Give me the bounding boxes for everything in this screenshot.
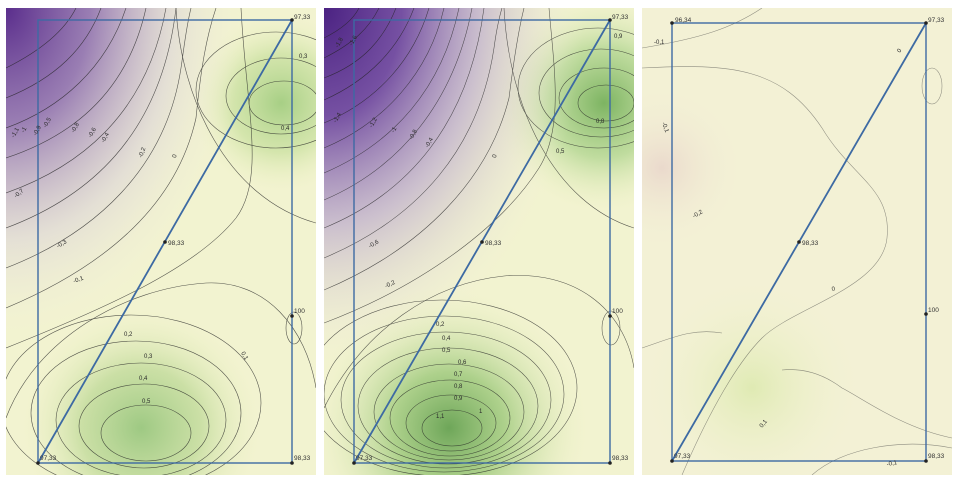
point-label-bottom-left: 97,33 — [674, 453, 691, 460]
point-label-bottom-right: 98,33 — [928, 453, 945, 460]
contour-label: 0,5 — [556, 149, 565, 155]
survey-points-3: 96,34 97,33 98,33 100 97,33 98,33 — [670, 17, 945, 463]
contour-label: 0,9 — [454, 396, 463, 402]
contour-label: -0,6 — [88, 126, 99, 139]
contour-label: 0,6 — [458, 360, 467, 366]
contour-label: -0,4 — [101, 131, 112, 144]
point-label-right-mid: 100 — [928, 307, 939, 314]
point-label-top-right: 97,33 — [294, 14, 311, 21]
point-label-top-right: 97,33 — [928, 17, 945, 24]
contour-label: 0,5 — [442, 348, 451, 354]
point-label-right-mid: 100 — [294, 308, 305, 315]
contour-label: 0 — [492, 153, 499, 158]
contour-label: -0,1 — [886, 460, 898, 468]
contour-label: -0,2 — [138, 146, 147, 158]
contour-label: 0,4 — [281, 126, 290, 132]
point-label-bottom-right: 98,33 — [612, 455, 629, 462]
contour-label: 0,1 — [239, 351, 249, 362]
point-label-center: 98,33 — [802, 240, 819, 247]
contour-label: -0,6 — [368, 239, 381, 250]
contour-label: -0,3 — [56, 239, 69, 250]
contour-label: -0,8 — [71, 121, 82, 134]
contour-label: 0,4 — [139, 376, 148, 382]
contour-label: 0,8 — [596, 119, 605, 125]
contour-label: 0,9 — [614, 34, 623, 40]
contour-label: 0,8 — [454, 384, 463, 390]
survey-points-1: 97,33 98,33 100 97,33 98,33 — [36, 14, 311, 465]
contour-label: 0,1 — [759, 419, 769, 430]
point-label-bottom-left: 97,33 — [356, 455, 373, 462]
contour-map-1: -1,1 -1 -0,9 -0,8 -0,7 -0,6 -0,5 -0,4 -0… — [6, 8, 316, 475]
contour-label: -0,8 — [409, 128, 420, 141]
contour-panel-1: -1,1 -1 -0,9 -0,8 -0,7 -0,6 -0,5 -0,4 -0… — [6, 8, 316, 475]
contour-labels-3: -0,1 -0,1 -0,2 0 0 0,1 -0,1 — [654, 40, 904, 468]
contour-label: -0,2 — [692, 209, 705, 220]
contour-label: 0 — [831, 286, 836, 293]
contour-label: 0 — [897, 48, 904, 54]
contour-label: -1,8 — [335, 36, 346, 49]
contour-label: -0,2 — [384, 280, 397, 290]
contour-label: -1 — [21, 126, 29, 134]
contour-label: -0,5 — [43, 116, 54, 129]
contour-label: -0,4 — [425, 136, 436, 149]
contour-labels-2: -1,8 -1,6 -1,4 -1,2 -1 -0,8 -0,6 -0,4 -0… — [333, 34, 623, 420]
contour-label: 0,2 — [124, 332, 133, 338]
contour-label: -1,6 — [349, 34, 360, 47]
contour-map-2: -1,8 -1,6 -1,4 -1,2 -1 -0,8 -0,6 -0,4 -0… — [324, 8, 634, 475]
contour-label: 0,3 — [144, 354, 153, 360]
contour-label: -0,7 — [13, 188, 25, 200]
point-label-bottom-right: 98,33 — [294, 455, 311, 462]
contour-lines-3 — [642, 8, 952, 475]
contour-label: 1 — [479, 409, 483, 415]
contour-panel-2: -1,8 -1,6 -1,4 -1,2 -1 -0,8 -0,6 -0,4 -0… — [324, 8, 634, 475]
contour-label: -0,1 — [654, 40, 665, 46]
contour-map-3: -0,1 -0,1 -0,2 0 0 0,1 -0,1 96,34 97,33 … — [642, 8, 952, 475]
contour-label: -0,9 — [33, 124, 44, 137]
contour-lines-2 — [324, 8, 634, 475]
contour-label: -0,1 — [73, 275, 85, 284]
contour-label: -1 — [391, 126, 399, 134]
contour-label: 1,1 — [436, 414, 445, 420]
contour-lines-1 — [6, 8, 316, 475]
contour-label: 0,4 — [442, 336, 451, 342]
contour-label: 0,7 — [454, 372, 463, 378]
contour-labels-1: -1,1 -1 -0,9 -0,8 -0,7 -0,6 -0,5 -0,4 -0… — [11, 54, 308, 405]
contour-label: -1,1 — [11, 126, 22, 139]
contour-panel-3: -0,1 -0,1 -0,2 0 0 0,1 -0,1 96,34 97,33 … — [642, 8, 952, 475]
contour-label: -0,1 — [660, 122, 669, 134]
point-label-top-left: 96,34 — [675, 17, 692, 24]
contour-label: 0 — [172, 153, 179, 158]
contour-label: -1,4 — [333, 111, 344, 124]
point-label-bottom-left: 97,33 — [40, 455, 57, 462]
point-label-center: 98,33 — [485, 240, 502, 247]
point-label-center: 98,33 — [168, 240, 185, 247]
contour-label: 0,2 — [436, 322, 445, 328]
survey-points-2: 97,33 98,33 100 97,33 98,33 — [352, 14, 629, 465]
contour-label: -1,2 — [369, 116, 380, 129]
contour-label: 0,5 — [142, 399, 151, 405]
point-label-top-right: 97,33 — [612, 14, 629, 21]
point-label-right-mid: 100 — [612, 308, 623, 315]
contour-label: 0,3 — [299, 54, 308, 60]
